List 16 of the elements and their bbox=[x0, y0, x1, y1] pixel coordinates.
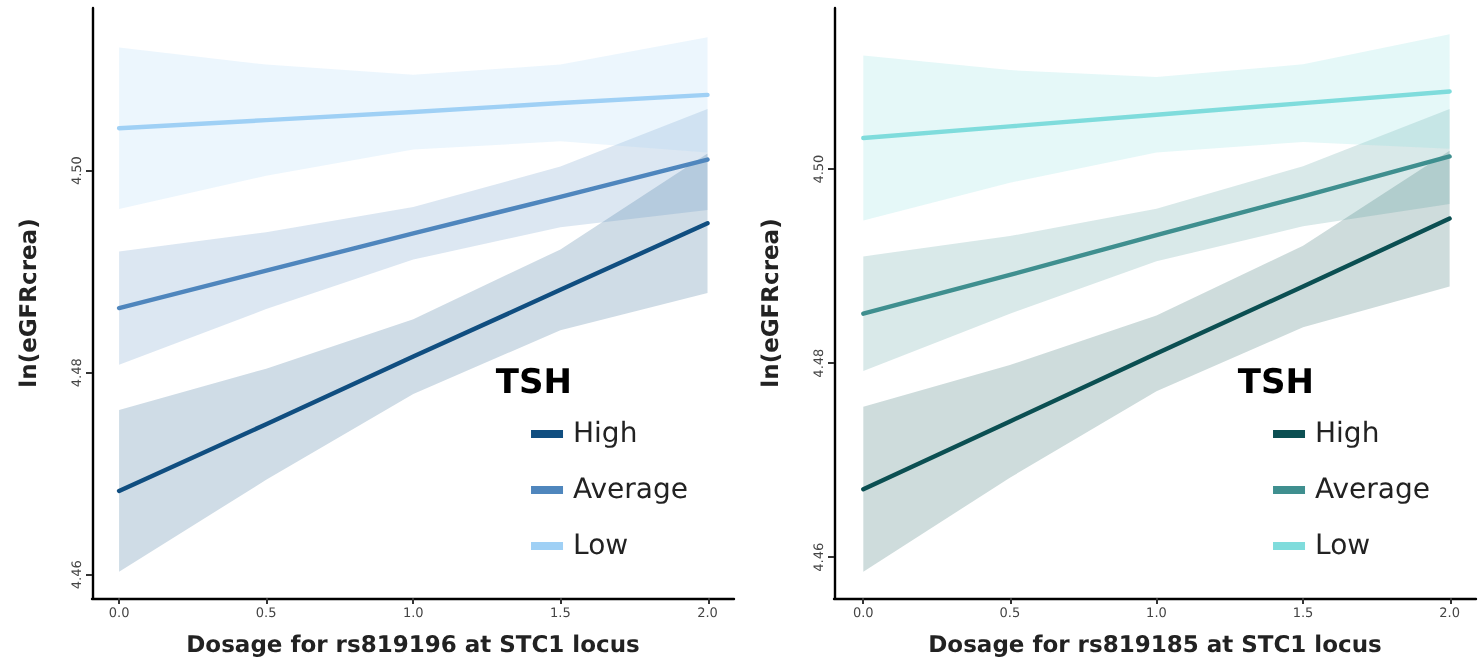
legend-label: Average bbox=[1315, 474, 1431, 506]
legend-label: Average bbox=[573, 474, 689, 506]
y-axis-title: ln(eGFRcrea) bbox=[756, 218, 784, 388]
legend-label: Low bbox=[573, 530, 629, 562]
legend-label: High bbox=[573, 418, 638, 450]
line-series bbox=[116, 92, 710, 131]
legend-title: TSH bbox=[1237, 363, 1315, 403]
legend-label: Low bbox=[1315, 530, 1371, 562]
line-series bbox=[861, 89, 1452, 141]
line-series bbox=[116, 157, 710, 311]
legend-label: High bbox=[1315, 418, 1380, 450]
x-axis-title: Dosage for rs819196 at STC1 locus bbox=[186, 630, 641, 658]
y-axis-title: ln(eGFRcrea) bbox=[14, 218, 42, 388]
legend-title: TSH bbox=[495, 363, 573, 403]
x-axis-title: Dosage for rs819185 at STC1 locus bbox=[928, 630, 1383, 658]
line-series bbox=[861, 154, 1452, 316]
